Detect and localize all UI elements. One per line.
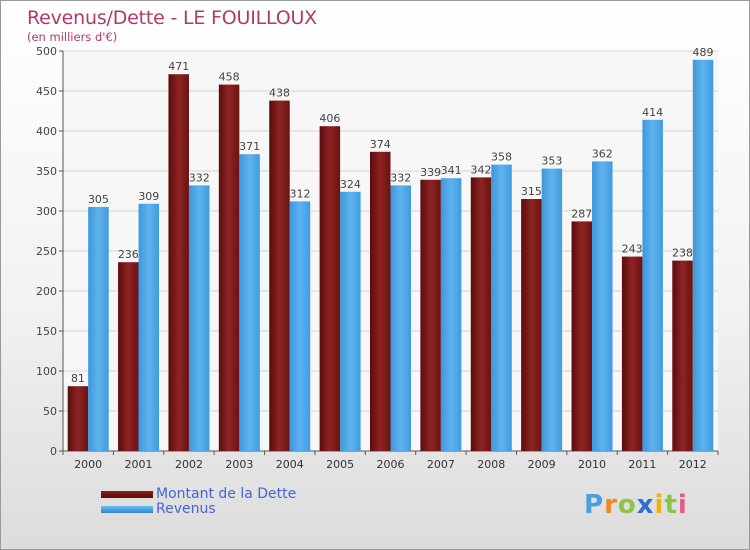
- data-label: 489: [693, 46, 714, 59]
- x-tick-label: 2008: [477, 458, 505, 471]
- data-label: 374: [370, 138, 391, 151]
- x-tick-label: 2011: [628, 458, 656, 471]
- logo-letter: o: [617, 490, 637, 520]
- data-label: 309: [138, 190, 159, 203]
- y-tick-label: 150: [36, 325, 57, 338]
- x-tick-label: 2006: [377, 458, 405, 471]
- revenue-bar: [239, 154, 260, 451]
- logo-letter: t: [664, 490, 678, 520]
- revenue-bar: [289, 201, 311, 451]
- y-tick-label: 450: [36, 85, 57, 98]
- revenue-bar: [188, 185, 210, 451]
- x-tick-label: 2004: [276, 458, 304, 471]
- revenue-bar: [541, 168, 563, 451]
- x-tick-label: 2005: [326, 458, 354, 471]
- revenue-bar: [692, 59, 714, 452]
- data-label: 458: [219, 71, 240, 84]
- revenue-bar: [592, 161, 613, 451]
- legend-label-revenue: Revenus: [156, 501, 216, 517]
- x-tick-label: 2001: [125, 458, 153, 471]
- data-label: 339: [420, 166, 441, 179]
- chart-title: Revenus/Dette - LE FOUILLOUX: [27, 7, 317, 29]
- data-label: 371: [239, 140, 260, 153]
- data-label: 332: [390, 171, 411, 184]
- x-tick-label: 2012: [679, 458, 707, 471]
- data-label: 315: [521, 185, 542, 198]
- debt-bar: [218, 84, 240, 451]
- legend-swatch-revenue: [101, 506, 153, 513]
- legend-swatch-debt: [101, 491, 153, 498]
- data-label: 471: [168, 60, 189, 73]
- data-label: 353: [541, 155, 562, 168]
- revenue-bar: [390, 185, 411, 451]
- data-label: 332: [189, 171, 210, 184]
- data-label: 243: [622, 243, 643, 256]
- data-label: 312: [289, 187, 310, 200]
- debt-bar: [420, 179, 441, 452]
- legend-label-debt: Montant de la Dette: [156, 486, 297, 502]
- debt-bar: [168, 74, 189, 451]
- chart-subtitle: (en milliers d'€): [27, 30, 118, 44]
- debt-bar: [470, 177, 492, 451]
- y-tick-label: 0: [50, 445, 57, 458]
- y-tick-label: 400: [36, 125, 57, 138]
- logo-letter: x: [636, 490, 655, 520]
- legend: Montant de la Dette Revenus: [101, 487, 296, 517]
- data-label: 236: [118, 248, 139, 261]
- debt-bar: [319, 126, 341, 451]
- proxiti-logo: Proxiti: [584, 490, 688, 520]
- data-label: 287: [571, 207, 592, 220]
- x-tick-label: 2000: [74, 458, 102, 471]
- revenue-bar: [642, 119, 663, 452]
- debt-bar: [370, 151, 391, 452]
- data-label: 305: [88, 193, 109, 206]
- x-tick-label: 2003: [225, 458, 253, 471]
- debt-bar: [571, 221, 593, 451]
- data-label: 358: [491, 151, 512, 164]
- revenue-bar: [340, 191, 361, 452]
- logo-letter: i: [677, 490, 688, 520]
- data-label: 438: [269, 87, 290, 100]
- x-tick-label: 2002: [175, 458, 203, 471]
- data-label: 324: [340, 178, 361, 191]
- logo-letter: i: [654, 490, 665, 520]
- x-tick-label: 2010: [578, 458, 606, 471]
- logo-letter: r: [604, 490, 618, 520]
- y-tick-label: 200: [36, 285, 57, 298]
- revenue-bar: [440, 178, 462, 451]
- x-tick-label: 2009: [528, 458, 556, 471]
- y-tick-label: 300: [36, 205, 57, 218]
- y-tick-label: 350: [36, 165, 57, 178]
- revenue-bar: [88, 207, 109, 451]
- debt-bar: [672, 260, 693, 451]
- data-label: 342: [471, 163, 492, 176]
- logo-letter: P: [584, 490, 605, 520]
- y-tick-label: 500: [36, 45, 57, 58]
- data-label: 414: [642, 106, 663, 119]
- data-label: 81: [71, 372, 85, 385]
- data-label: 341: [441, 164, 462, 177]
- debt-bar: [621, 256, 643, 451]
- data-label: 362: [592, 147, 613, 160]
- legend-item-revenue: Revenus: [101, 502, 296, 517]
- data-label: 238: [672, 247, 693, 260]
- data-label: 406: [319, 112, 340, 125]
- y-tick-label: 100: [36, 365, 57, 378]
- y-tick-label: 50: [43, 405, 57, 418]
- debt-bar: [521, 199, 542, 451]
- y-tick-label: 250: [36, 245, 57, 258]
- debt-bar: [269, 100, 290, 451]
- debt-bar: [118, 262, 139, 451]
- revenue-bar: [138, 203, 160, 451]
- debt-bar: [67, 386, 89, 451]
- x-tick-label: 2007: [427, 458, 455, 471]
- revenue-bar: [491, 164, 512, 451]
- legend-item-debt: Montant de la Dette: [101, 487, 296, 502]
